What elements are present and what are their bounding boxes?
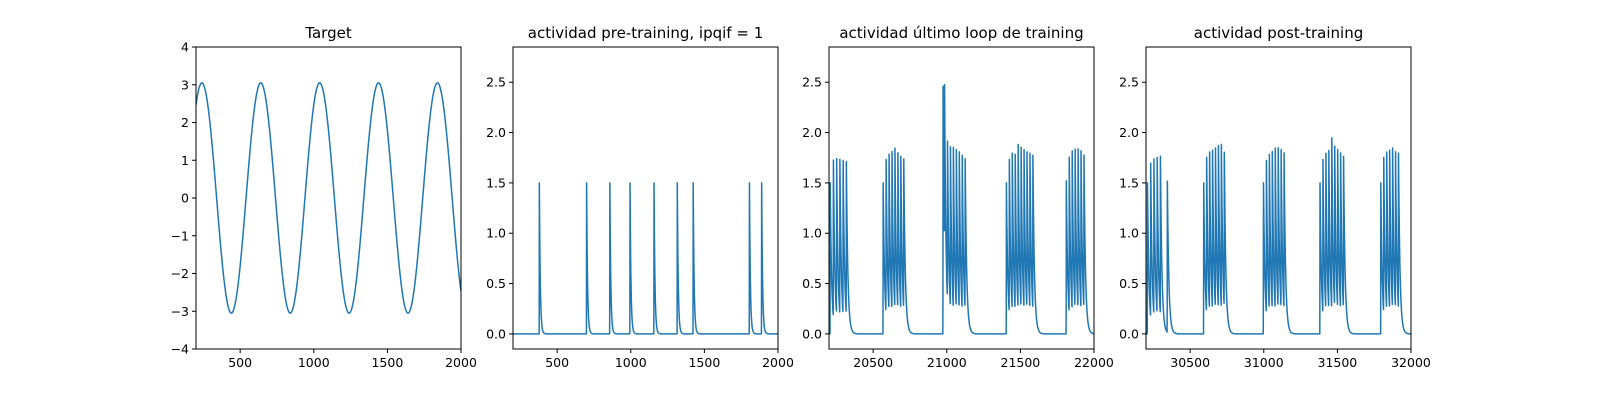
- y-tick-label: 3: [181, 77, 189, 92]
- y-tick-label: 2.5: [486, 75, 506, 90]
- y-tick-label: 2.5: [802, 75, 822, 90]
- x-tick-label: 21000: [927, 355, 967, 370]
- chart-title: actividad post-training: [1194, 24, 1363, 42]
- y-tick-label: 2.0: [802, 125, 822, 140]
- x-tick-label: 500: [228, 355, 252, 370]
- x-tick-label: 21500: [1001, 355, 1041, 370]
- chart-panel-2: 500 1000 1500 2000 0.0 0.5 1.0 1.5 2.0 2.5 activid…: [486, 24, 794, 370]
- x-tick-label: 2000: [445, 355, 477, 370]
- y-tick-label: −3: [171, 304, 189, 319]
- y-tick-label: 1.5: [486, 175, 506, 190]
- y-tick-label: 1.5: [802, 175, 822, 190]
- x-tick-label: 1000: [615, 355, 647, 370]
- x-tick-label: 500: [545, 355, 569, 370]
- axes-frame: [828, 46, 1095, 350]
- y-tick-label: 0.5: [802, 276, 822, 291]
- chart-panel-4: 30500 31000 31500 32000 0.0 0.5 1.0 1.5 2.0 2.5 ac…: [1119, 24, 1431, 370]
- y-tick-label: 1.0: [486, 226, 506, 241]
- y-tick-label: 0.0: [1119, 326, 1139, 341]
- y-tick-label: 0.5: [486, 276, 506, 291]
- x-tick-label: 2000: [762, 355, 794, 370]
- y-tick-label: −1: [171, 228, 189, 243]
- y-tick-label: 1: [181, 153, 189, 168]
- series-line: [196, 82, 461, 314]
- y-tick-label: 2.0: [486, 125, 506, 140]
- y-tick-label: 4: [181, 40, 189, 55]
- x-tick-label: 22000: [1074, 355, 1114, 370]
- y-tick-label: 0: [181, 191, 189, 206]
- chart-panel-1: 500 1000 1500 2000 −4 −3 −2 −1 0 1 2 3 4 Target: [171, 24, 477, 370]
- y-tick-label: 1.5: [1119, 175, 1139, 190]
- axes-frame: [512, 46, 779, 350]
- x-tick-label: 31000: [1244, 355, 1284, 370]
- y-tick-label: 2.0: [1119, 125, 1139, 140]
- x-tick-label: 20500: [853, 355, 893, 370]
- y-tick-label: 0.0: [486, 326, 506, 341]
- y-tick-label: 1.0: [802, 226, 822, 241]
- y-tick-label: 1.0: [1119, 226, 1139, 241]
- x-tick-label: 1500: [688, 355, 720, 370]
- y-tick-label: −4: [171, 342, 189, 357]
- series-line: [513, 182, 778, 335]
- y-tick-label: 2: [181, 115, 189, 130]
- chart-title: actividad pre-training, ipqif = 1: [528, 24, 764, 42]
- y-tick-label: −2: [171, 266, 189, 281]
- y-tick-label: 2.5: [1119, 75, 1139, 90]
- x-tick-label: 31500: [1318, 355, 1358, 370]
- y-tick-label: 0.5: [1119, 276, 1139, 291]
- series-line: [1146, 137, 1411, 335]
- chart-title: actividad último loop de training: [839, 24, 1083, 42]
- x-tick-label: 1500: [371, 355, 403, 370]
- series-line: [829, 84, 1094, 335]
- axes-frame: [1145, 46, 1412, 350]
- chart-title: Target: [304, 24, 352, 42]
- y-tick-label: 0.0: [802, 326, 822, 341]
- x-tick-label: 30500: [1170, 355, 1210, 370]
- x-tick-label: 32000: [1391, 355, 1431, 370]
- chart-panel-3: 20500 21000 21500 22000 0.0 0.5 1.0 1.5 2.0 2.5 ac…: [802, 24, 1114, 370]
- x-tick-label: 1000: [298, 355, 330, 370]
